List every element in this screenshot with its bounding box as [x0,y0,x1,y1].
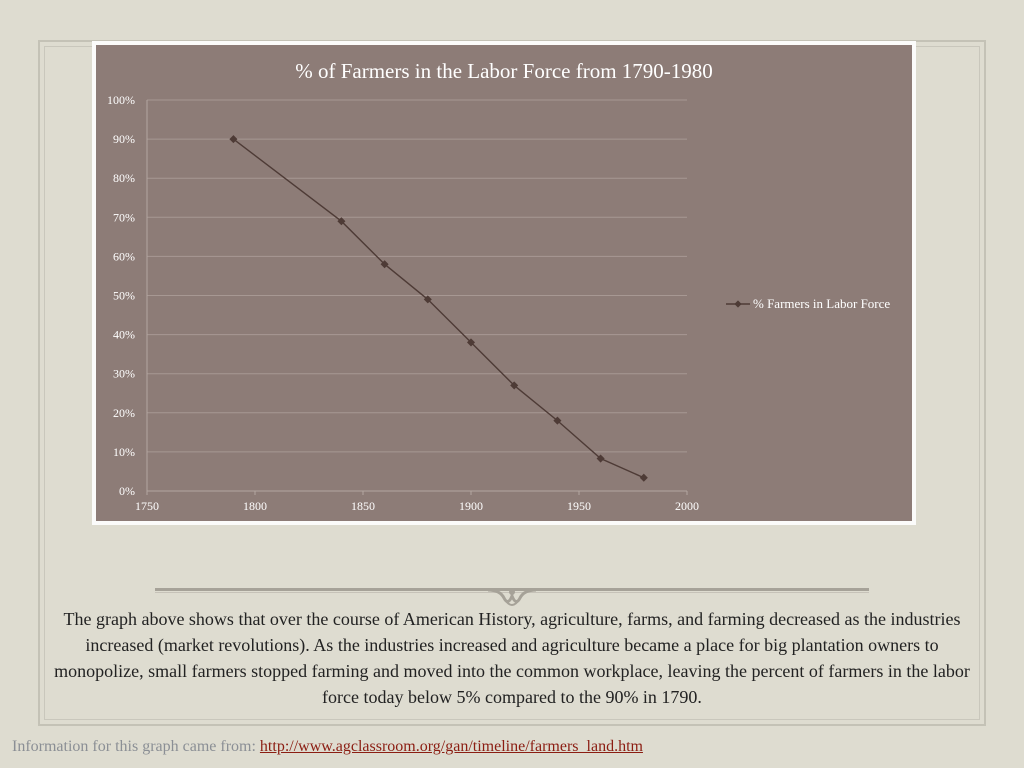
y-tick-label: 50% [113,289,135,303]
y-tick-label: 80% [113,171,135,185]
data-point [337,217,346,226]
x-tick-label: 1800 [243,499,267,513]
data-point [423,295,432,304]
y-tick-label: 60% [113,249,135,263]
source-link[interactable]: http://www.agclassroom.org/gan/timeline/… [259,738,643,755]
x-tick-label: 1850 [351,499,375,513]
chart-panel: % of Farmers in the Labor Force from 179… [92,41,916,525]
data-point [510,381,519,390]
y-tick-label: 40% [113,328,135,342]
line-chart: 0% 10% 20% 30% 40% 50% 60% 70% 80% 90% 100% 1750 180… [107,93,890,513]
source-line: Information for this graph came from: ht… [12,738,643,756]
data-point [596,454,605,463]
x-tick-label: 1950 [567,499,591,513]
x-tick-label: 1750 [135,499,159,513]
data-point [466,338,476,347]
series-line [232,138,645,479]
data-point [229,135,238,144]
y-tick-label: 0% [119,484,135,498]
legend-label: % Farmers in Labor Force [753,296,890,311]
chart-area: % of Farmers in the Labor Force from 179… [96,45,912,521]
flourish-icon [487,588,537,606]
y-tick-label: 30% [113,367,135,381]
y-tick-label: 100% [107,93,135,107]
data-point [553,416,562,425]
y-tick-label: 10% [113,445,135,459]
data-point [380,260,389,269]
legend-marker [734,300,742,308]
description-text: The graph above shows that over the cour… [54,609,970,707]
data-point [639,473,648,482]
source-label: Information for this graph came from: [12,738,256,755]
x-tick-label: 2000 [675,499,699,513]
x-tick-label: 1900 [459,499,483,513]
chart-title: % of Farmers in the Labor Force from 179… [295,59,713,83]
y-tick-label: 90% [113,132,135,146]
y-tick-label: 20% [113,406,135,420]
y-tick-label: 70% [113,210,135,224]
ornamental-divider [155,582,869,612]
